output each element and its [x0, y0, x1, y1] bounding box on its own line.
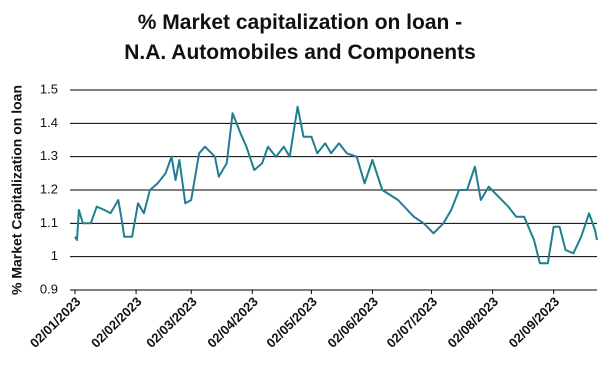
y-tick-label: 1.2 [40, 181, 58, 196]
y-tick-label: 1.1 [40, 215, 58, 230]
y-axis-label: % Market Capitalization on loan [9, 85, 25, 295]
x-tick-label: 02/02/2023 [88, 294, 145, 351]
y-tick-label: 0.9 [40, 281, 58, 296]
x-tick-label: 02/08/2023 [445, 294, 502, 351]
data-line [74, 105, 598, 265]
y-tick-label: 1 [51, 248, 58, 263]
x-tick-label: 02/07/2023 [383, 294, 440, 351]
x-tick-label: 02/01/2023 [27, 294, 84, 351]
chart-title: % Market capitalization on loan - N.A. A… [124, 11, 476, 64]
x-tick-label: 02/04/2023 [204, 294, 261, 351]
x-tick-label: 02/06/2023 [324, 294, 381, 351]
y-tick-label: 1.4 [40, 115, 58, 130]
y-tick-label: 1.3 [40, 148, 58, 163]
x-tick-label: 02/05/2023 [263, 294, 320, 351]
y-tick-label: 1.5 [40, 81, 58, 96]
x-tick-label: 02/03/2023 [143, 294, 200, 351]
x-tick-label: 02/09/2023 [506, 294, 563, 351]
